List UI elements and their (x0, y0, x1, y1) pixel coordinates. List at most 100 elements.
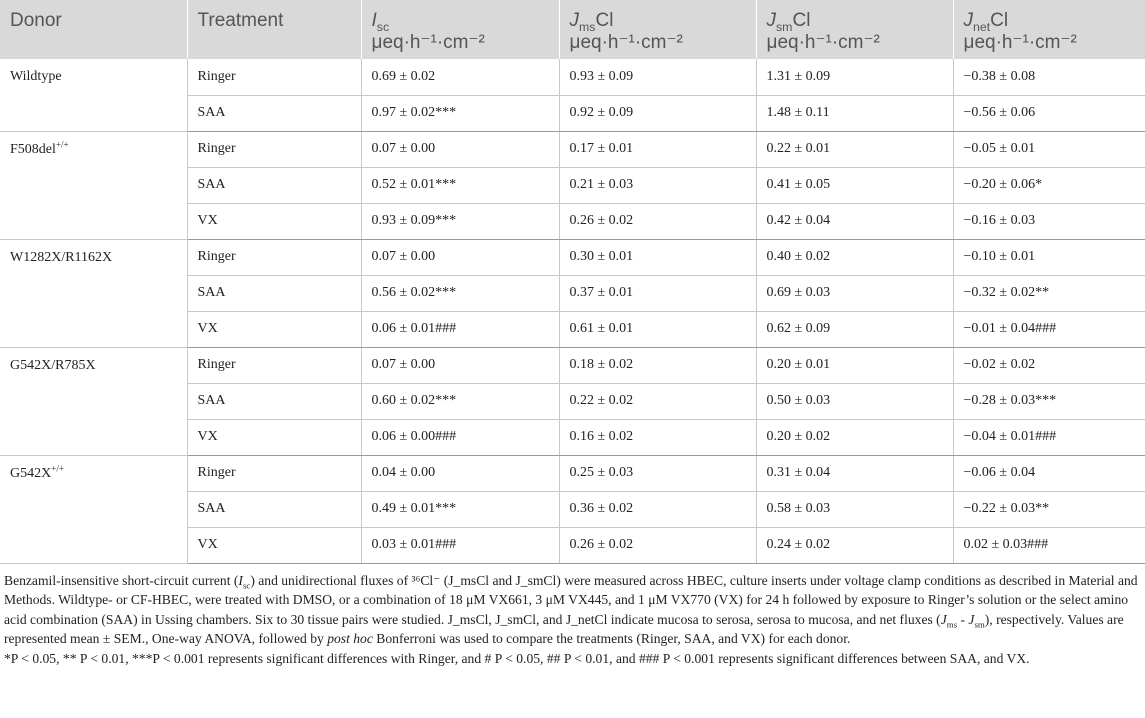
jsm-cell: 0.41 ± 0.05 (756, 167, 954, 204)
isc-cell: 0.06 ± 0.01### (361, 311, 560, 348)
header-jnet: JnetCl μeq·h⁻¹·cm⁻² (953, 0, 1145, 59)
table-row: SAA 0.60 ± 0.02*** 0.22 ± 0.02 0.50 ± 0.03−… (0, 383, 1145, 420)
jms-cell: 0.37 ± 0.01 (559, 275, 757, 312)
jsm-cell: 0.24 ± 0.02 (756, 527, 954, 564)
table-footnote: Benzamil-insensitive short-circuit curre… (0, 564, 1145, 669)
jms-cell: 0.18 ± 0.02 (559, 347, 757, 384)
treatment-cell: Ringer (187, 131, 362, 168)
jsm-cell: 0.62 ± 0.09 (756, 311, 954, 348)
jnet-cell: −0.10 ± 0.01 (953, 239, 1145, 276)
jnet-cell: −0.02 ± 0.02 (953, 347, 1145, 384)
treatment-cell: SAA (187, 95, 362, 132)
treatment-cell: VX (187, 527, 362, 564)
jms-cell: 0.92 ± 0.09 (559, 95, 757, 132)
jnet-cell: −0.16 ± 0.03 (953, 203, 1145, 240)
table-row: W1282X/R1162X Ringer 0.07 ± 0.00 0.30 ± 0.0… (0, 239, 1145, 348)
table-row: F508del+/+ Ringer 0.07 ± 0.00 0.17 ± 0.01 0.… (0, 131, 1145, 240)
jnet-cell: 0.02 ± 0.03### (953, 527, 1145, 564)
jms-cell: 0.26 ± 0.02 (559, 203, 757, 240)
jms-cell: 0.22 ± 0.02 (559, 383, 757, 420)
jnet-cell: −0.38 ± 0.08 (953, 59, 1145, 96)
table-body: Wildtype Ringer 0.69 ± 0.02 0.93 ± 0.09 1.31… (0, 59, 1145, 564)
donor-cell: G542X+/+ (0, 455, 188, 564)
isc-cell: 0.52 ± 0.01*** (361, 167, 560, 204)
table-row: VX 0.06 ± 0.00### 0.16 ± 0.02 0.20 ± 0.02 −0… (0, 419, 1145, 456)
isc-cell: 0.06 ± 0.00### (361, 419, 560, 456)
table-header: Donor Treatment Isc μeq·h⁻¹·cm⁻² JmsCl μ… (0, 0, 1145, 59)
donor-cell: W1282X/R1162X (0, 239, 188, 348)
isc-cell: 0.07 ± 0.00 (361, 347, 560, 384)
footnote-significance: *P < 0.05, ** P < 0.01, ***P < 0.001 rep… (4, 650, 1030, 666)
jms-cell: 0.17 ± 0.01 (559, 131, 757, 168)
jms-cell: 0.26 ± 0.02 (559, 527, 757, 564)
donor-cell: Wildtype (0, 59, 188, 132)
jsm-cell: 1.31 ± 0.09 (756, 59, 954, 96)
jsm-cell: 1.48 ± 0.11 (756, 95, 954, 132)
jsm-cell: 0.20 ± 0.01 (756, 347, 954, 384)
treatment-cell: SAA (187, 383, 362, 420)
treatment-cell: VX (187, 419, 362, 456)
jsm-cell: 0.22 ± 0.01 (756, 131, 954, 168)
jnet-cell: −0.32 ± 0.02** (953, 275, 1145, 312)
treatment-cell: SAA (187, 167, 362, 204)
jnet-cell: −0.01 ± 0.04### (953, 311, 1145, 348)
header-jsm: JsmCl μeq·h⁻¹·cm⁻² (756, 0, 954, 59)
treatment-cell: VX (187, 203, 362, 240)
treatment-cell: Ringer (187, 59, 362, 96)
jms-cell: 0.61 ± 0.01 (559, 311, 757, 348)
header-donor: Donor (0, 0, 188, 59)
table-row: SAA 0.49 ± 0.01*** 0.36 ± 0.02 0.58 ± 0.03−… (0, 491, 1145, 528)
header-jnet-unit: μeq·h⁻¹·cm⁻² (963, 32, 1077, 53)
jsm-cell: 0.50 ± 0.03 (756, 383, 954, 420)
header-isc: Isc μeq·h⁻¹·cm⁻² (361, 0, 560, 59)
isc-cell: 0.69 ± 0.02 (361, 59, 560, 96)
treatment-cell: Ringer (187, 455, 362, 492)
header-jsm-unit: μeq·h⁻¹·cm⁻² (766, 32, 880, 53)
isc-cell: 0.97 ± 0.02*** (361, 95, 560, 132)
isc-cell: 0.03 ± 0.01### (361, 527, 560, 564)
table-row: Wildtype Ringer 0.69 ± 0.02 0.93 ± 0.09 1.31… (0, 59, 1145, 132)
treatment-cell: Ringer (187, 347, 362, 384)
jsm-cell: 0.40 ± 0.02 (756, 239, 954, 276)
isc-cell: 0.56 ± 0.02*** (361, 275, 560, 312)
jms-cell: 0.30 ± 0.01 (559, 239, 757, 276)
table-row: VX 0.93 ± 0.09*** 0.26 ± 0.02 0.42 ± 0.04 −0… (0, 203, 1145, 240)
treatment-cell: SAA (187, 491, 362, 528)
header-jms: JmsCl μeq·h⁻¹·cm⁻² (559, 0, 757, 59)
jsm-cell: 0.31 ± 0.04 (756, 455, 954, 492)
isc-cell: 0.07 ± 0.00 (361, 131, 560, 168)
table-row: SAA 0.97 ± 0.02*** 0.92 ± 0.09 1.48 ± 0.11−… (0, 95, 1145, 132)
donor-cell: F508del+/+ (0, 131, 188, 240)
table-row: SAA 0.56 ± 0.02*** 0.37 ± 0.01 0.69 ± 0.03−… (0, 275, 1145, 312)
header-isc-unit: μeq·h⁻¹·cm⁻² (371, 32, 485, 53)
jnet-cell: −0.04 ± 0.01### (953, 419, 1145, 456)
jsm-cell: 0.20 ± 0.02 (756, 419, 954, 456)
jnet-cell: −0.56 ± 0.06 (953, 95, 1145, 132)
donor-cell: G542X/R785X (0, 347, 188, 456)
jsm-cell: 0.69 ± 0.03 (756, 275, 954, 312)
table-row: VX 0.03 ± 0.01### 0.26 ± 0.02 0.24 ± 0.02 0.… (0, 527, 1145, 564)
jnet-cell: −0.20 ± 0.06* (953, 167, 1145, 204)
jms-cell: 0.16 ± 0.02 (559, 419, 757, 456)
isc-cell: 0.93 ± 0.09*** (361, 203, 560, 240)
treatment-cell: Ringer (187, 239, 362, 276)
isc-cell: 0.07 ± 0.00 (361, 239, 560, 276)
footnote-methods: Benzamil-insensitive short-circuit curre… (4, 572, 1138, 647)
jnet-cell: −0.06 ± 0.04 (953, 455, 1145, 492)
isc-cell: 0.04 ± 0.00 (361, 455, 560, 492)
treatment-cell: SAA (187, 275, 362, 312)
jsm-cell: 0.58 ± 0.03 (756, 491, 954, 528)
isc-cell: 0.49 ± 0.01*** (361, 491, 560, 528)
jnet-cell: −0.22 ± 0.03** (953, 491, 1145, 528)
jms-cell: 0.25 ± 0.03 (559, 455, 757, 492)
table-row: SAA 0.52 ± 0.01*** 0.21 ± 0.03 0.41 ± 0.05−… (0, 167, 1145, 204)
table-row: VX 0.06 ± 0.01### 0.61 ± 0.01 0.62 ± 0.09 −0… (0, 311, 1145, 348)
jms-cell: 0.93 ± 0.09 (559, 59, 757, 96)
jnet-cell: −0.05 ± 0.01 (953, 131, 1145, 168)
header-jms-unit: μeq·h⁻¹·cm⁻² (569, 32, 683, 53)
header-treatment: Treatment (187, 0, 362, 59)
jnet-cell: −0.28 ± 0.03*** (953, 383, 1145, 420)
table-row: G542X/R785X Ringer 0.07 ± 0.00 0.18 ± 0.02 0… (0, 347, 1145, 456)
results-table: Donor Treatment Isc μeq·h⁻¹·cm⁻² JmsCl μ… (0, 0, 1145, 564)
table-row: G542X+/+ Ringer 0.04 ± 0.00 0.25 ± 0.03 0.31… (0, 455, 1145, 564)
